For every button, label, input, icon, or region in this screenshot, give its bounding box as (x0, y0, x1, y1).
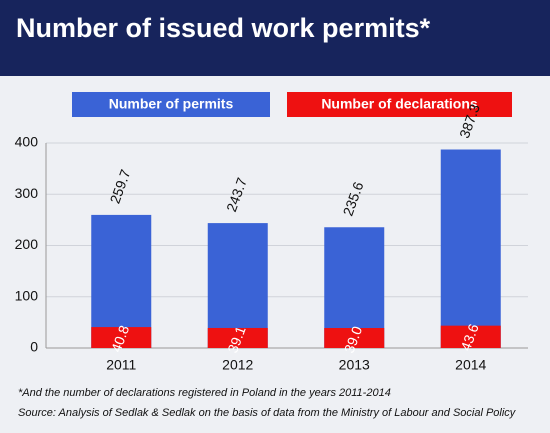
x-tick-label: 2013 (339, 357, 370, 373)
bar (207, 327, 268, 348)
source: Source: Analysis of Sedlak & Sedlak on t… (18, 407, 517, 419)
legend-label: Number of permits (109, 96, 234, 112)
bar (324, 328, 385, 348)
bar (91, 327, 152, 348)
y-tick-label: 0 (30, 339, 38, 355)
legend-swatch (287, 92, 512, 117)
header (0, 0, 550, 76)
x-tick-label: 2012 (222, 357, 253, 373)
legend-label: Number of declarations (321, 96, 478, 112)
x-tick-label: 2011 (106, 357, 136, 373)
legend-swatch (72, 92, 270, 117)
bar (324, 227, 385, 348)
y-tick-label: 100 (15, 287, 39, 303)
chart-title: Number of issued work permits* (16, 13, 431, 43)
footnote: *And the number of declarations register… (18, 387, 391, 399)
y-tick-label: 300 (15, 185, 39, 201)
y-tick-label: 200 (15, 236, 39, 252)
y-tick-label: 400 (15, 134, 39, 150)
bar (440, 149, 501, 348)
bar (91, 214, 152, 348)
bar (207, 223, 268, 348)
x-tick-label: 2014 (455, 357, 486, 373)
bar (440, 325, 501, 348)
